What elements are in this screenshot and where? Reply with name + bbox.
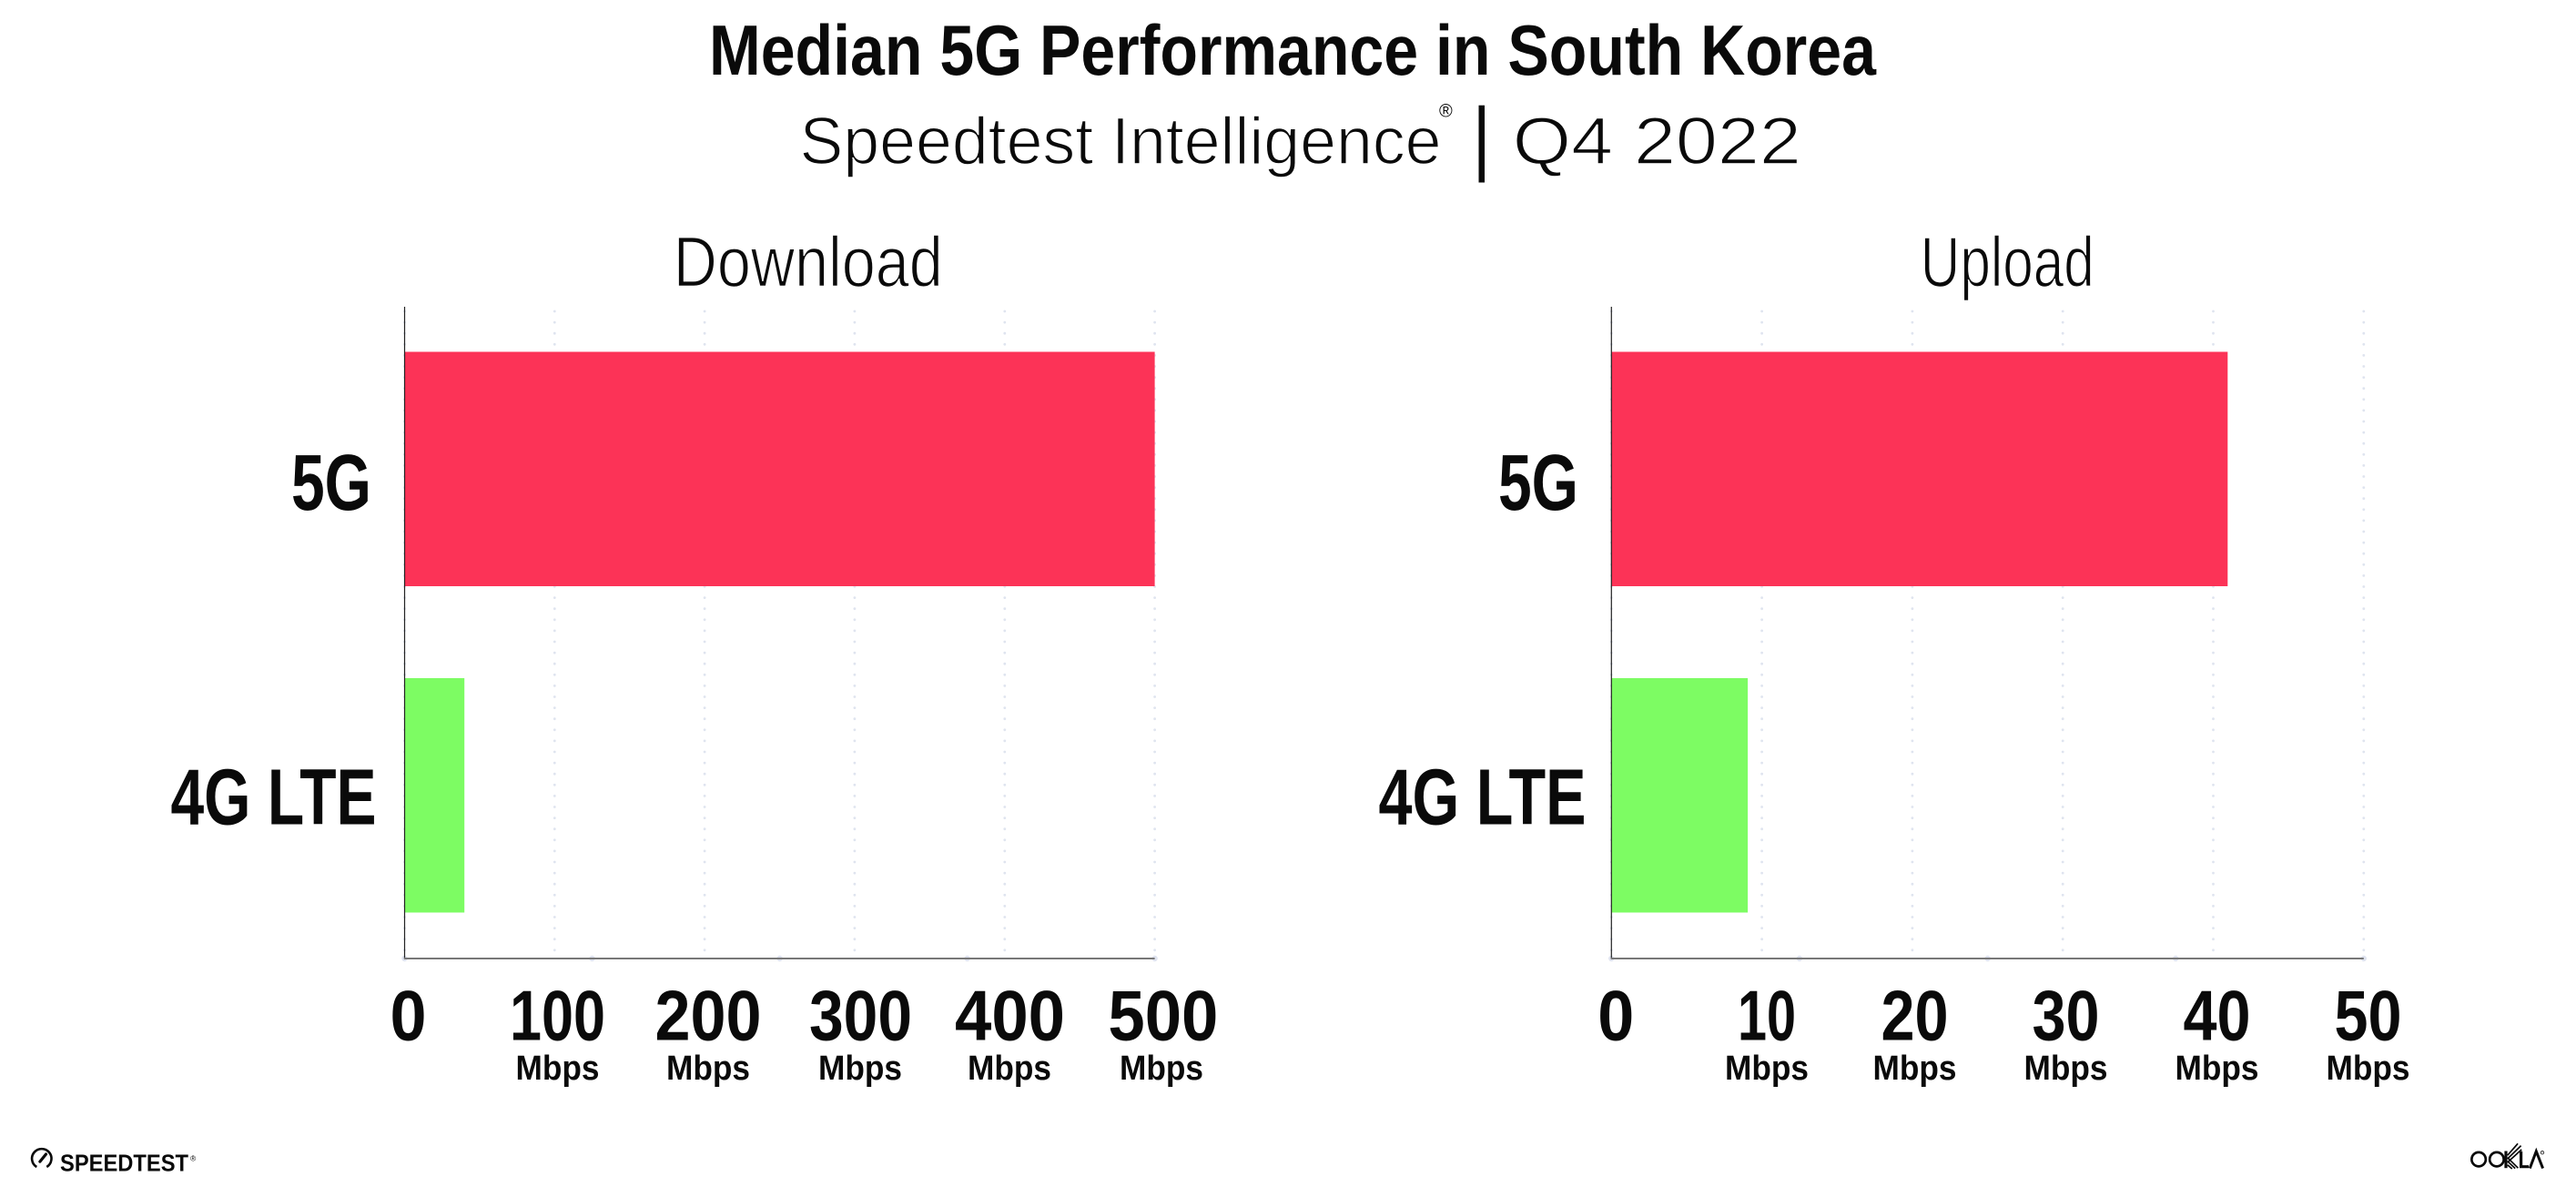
svg-text:Q4 2022: Q4 2022 — [1513, 105, 1801, 178]
svg-text:Mbps: Mbps — [968, 1050, 1051, 1088]
svg-text:400: 400 — [955, 976, 1065, 1056]
svg-text:Mbps: Mbps — [516, 1050, 600, 1088]
svg-text:200: 200 — [655, 976, 762, 1056]
svg-text:300: 300 — [809, 976, 912, 1056]
svg-text:50: 50 — [2335, 976, 2402, 1056]
svg-text:500: 500 — [1108, 976, 1218, 1056]
svg-text:0: 0 — [390, 976, 427, 1056]
svg-text:5G: 5G — [291, 439, 371, 527]
svg-text:Mbps: Mbps — [818, 1050, 902, 1088]
svg-text:Median 5G Performance in South: Median 5G Performance in South Korea — [709, 10, 1877, 90]
svg-text:20: 20 — [1881, 976, 1949, 1056]
svg-text:Mbps: Mbps — [666, 1050, 750, 1088]
svg-text:Mbps: Mbps — [2175, 1050, 2259, 1088]
svg-text:SPEEDTEST: SPEEDTEST — [60, 1149, 188, 1176]
svg-text:Download: Download — [674, 222, 943, 302]
svg-text:Mbps: Mbps — [2327, 1050, 2410, 1088]
svg-text:4G LTE: 4G LTE — [171, 754, 377, 842]
svg-text:Mbps: Mbps — [2024, 1050, 2108, 1088]
svg-text:®: ® — [1439, 102, 1453, 122]
svg-text:30: 30 — [2033, 976, 2100, 1056]
svg-text:4G LTE: 4G LTE — [1379, 754, 1587, 842]
svg-text:Upload: Upload — [1921, 222, 2094, 302]
svg-text:40: 40 — [2184, 976, 2251, 1056]
svg-text:0: 0 — [1597, 976, 1634, 1056]
svg-text:Mbps: Mbps — [1725, 1050, 1809, 1088]
svg-text:10: 10 — [1738, 976, 1796, 1056]
svg-text:Mbps: Mbps — [1120, 1050, 1203, 1088]
svg-text:®: ® — [190, 1154, 197, 1163]
svg-text:5G: 5G — [1498, 439, 1578, 527]
svg-text:100: 100 — [510, 976, 605, 1056]
svg-text:Mbps: Mbps — [1873, 1050, 1957, 1088]
svg-text:Speedtest Intelligence: Speedtest Intelligence — [800, 105, 1442, 178]
